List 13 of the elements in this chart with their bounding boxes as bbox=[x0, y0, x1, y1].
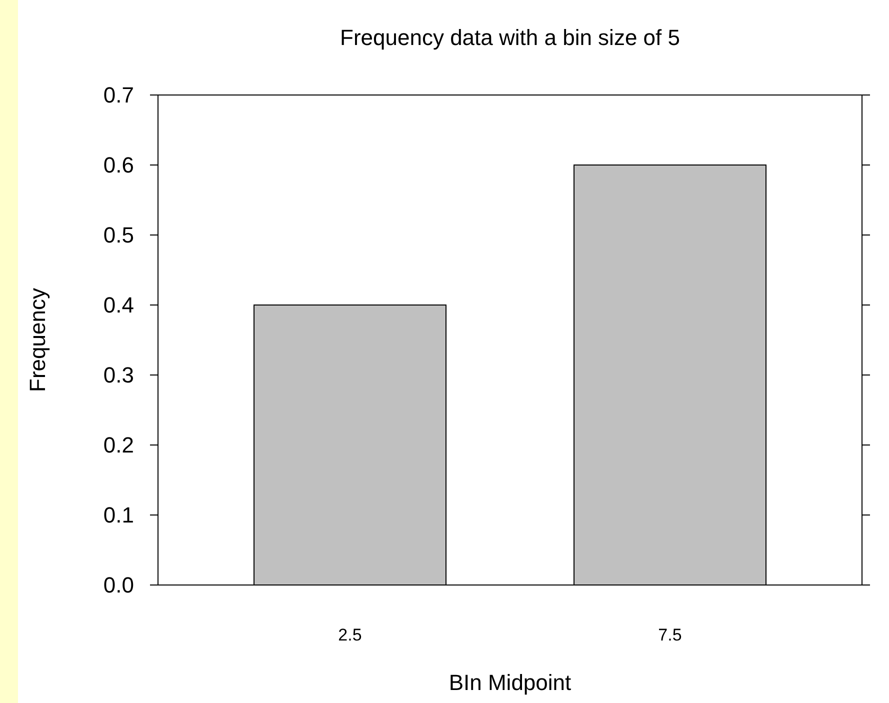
y-tick-label: 0.5 bbox=[103, 222, 134, 248]
y-tick-label: 0.6 bbox=[103, 152, 134, 178]
y-tick-label: 0.3 bbox=[103, 362, 134, 388]
x-axis-title: BIn Midpoint bbox=[448, 670, 572, 695]
y-axis-title: Frequency bbox=[25, 288, 50, 392]
y-tick-label: 0.2 bbox=[103, 432, 134, 458]
chart-title: Frequency data with a bin size of 5 bbox=[340, 25, 680, 50]
x-tick-label: 2.5 bbox=[338, 626, 362, 644]
x-tick-label: 7.5 bbox=[658, 626, 682, 644]
y-tick-label: 0.1 bbox=[103, 502, 134, 528]
y-tick-label: 0.0 bbox=[103, 572, 134, 598]
y-tick-label: 0.4 bbox=[103, 292, 134, 318]
y-tick-label: 0.7 bbox=[103, 82, 134, 108]
